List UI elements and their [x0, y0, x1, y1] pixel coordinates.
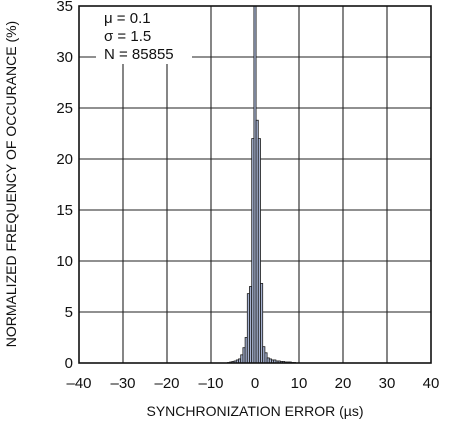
stats-line: σ = 1.5 — [104, 28, 151, 45]
x-tick-label: 0 — [251, 375, 259, 392]
x-tick-label: 20 — [335, 375, 352, 392]
x-tick-label: 10 — [291, 375, 308, 392]
stats-box — [96, 6, 192, 64]
y-tick-label: 0 — [65, 355, 73, 372]
x-tick-labels: –40 –30 –20 –10 0 10 20 30 40 — [66, 375, 439, 392]
x-tick-label: –10 — [198, 375, 223, 392]
stats-line: μ = 0.1 — [104, 10, 151, 27]
x-tick-label: –40 — [66, 375, 91, 392]
y-tick-label: 20 — [56, 151, 73, 168]
y-tick-label: 15 — [56, 202, 73, 219]
y-axis-title: NORMALIZED FREQUENCY OF OCCURANCE (%) — [3, 21, 19, 347]
x-tick-label: –30 — [110, 375, 135, 392]
plot-frame — [78, 5, 432, 364]
y-tick-label: 10 — [56, 253, 73, 270]
y-tick-label: 35 — [56, 0, 73, 15]
x-tick-label: 30 — [379, 375, 396, 392]
y-tick-label: 5 — [65, 304, 73, 321]
y-tick-label: 30 — [56, 49, 73, 66]
stats-line: N = 85855 — [104, 46, 174, 63]
x-tick-label: –20 — [154, 375, 179, 392]
stats-annotations: μ = 0.1σ = 1.5N = 85855 — [104, 10, 174, 63]
x-axis-title: SYNCHRONIZATION ERROR (µs) — [146, 403, 363, 419]
histogram-bars — [227, 5, 297, 364]
x-tick-label: 40 — [423, 375, 440, 392]
y-tick-label: 25 — [56, 100, 73, 117]
y-tick-labels: 0 5 10 15 20 25 30 35 — [56, 0, 73, 372]
